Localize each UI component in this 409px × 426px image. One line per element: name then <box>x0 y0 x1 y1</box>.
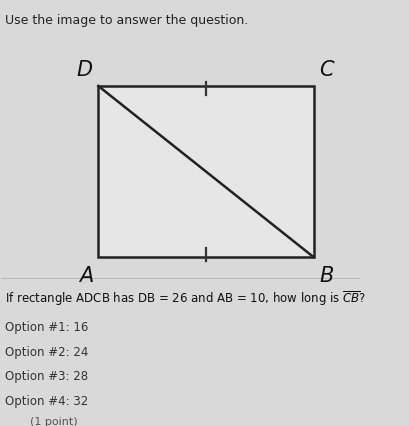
Text: Option #2: 24: Option #2: 24 <box>5 345 88 358</box>
Bar <box>98 87 314 258</box>
Text: (1 point): (1 point) <box>30 416 78 426</box>
Text: D: D <box>77 60 93 80</box>
Text: If rectangle ADCB has DB = 26 and AB = 10, how long is $\overline{CB}$?: If rectangle ADCB has DB = 26 and AB = 1… <box>5 288 366 307</box>
Text: Option #4: 32: Option #4: 32 <box>5 394 88 407</box>
Text: Option #1: 16: Option #1: 16 <box>5 321 88 334</box>
Text: Option #3: 28: Option #3: 28 <box>5 369 88 383</box>
Text: Use the image to answer the question.: Use the image to answer the question. <box>5 14 248 26</box>
Text: C: C <box>319 60 334 80</box>
Text: A: A <box>79 265 93 285</box>
Text: B: B <box>319 265 333 285</box>
